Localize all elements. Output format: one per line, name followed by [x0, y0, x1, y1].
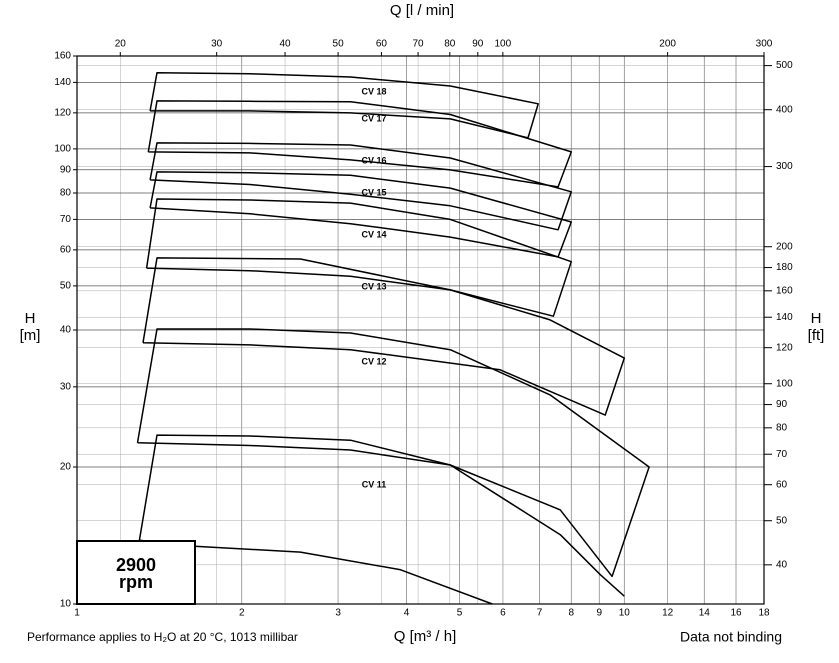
- speed-box: [76, 540, 196, 605]
- x-tick-label: 4: [404, 608, 410, 619]
- x2-tick-label: 100: [495, 39, 512, 50]
- pump-curve: [149, 171, 573, 258]
- x-tick-label: 10: [619, 608, 631, 619]
- pump-curve: [138, 434, 625, 605]
- x-tick-label: 2: [239, 608, 245, 619]
- speed-unit: rpm: [119, 572, 153, 592]
- x-tick-label: 12: [662, 608, 674, 619]
- y2-tick-label: 500: [776, 60, 793, 71]
- x2-tick-label: 30: [211, 39, 223, 50]
- y2-tick-label: 160: [776, 285, 793, 296]
- pump-curve: [149, 71, 539, 139]
- curve-label: CV 12: [361, 356, 386, 366]
- y-tick-label: 90: [60, 164, 72, 175]
- y-tick-label: 30: [60, 382, 72, 393]
- x2-tick-label: 90: [472, 39, 484, 50]
- y-tick-label: 20: [60, 462, 72, 473]
- y-axis-title: H: [25, 310, 36, 327]
- curve-label: CV 15: [361, 187, 386, 197]
- x-tick-label: 7: [537, 608, 543, 619]
- y-tick-label: 80: [60, 188, 72, 199]
- y2-tick-label: 70: [776, 449, 788, 460]
- y2-tick-label: 140: [776, 312, 793, 323]
- x2-tick-label: 40: [279, 39, 291, 50]
- x-tick-label: 9: [596, 608, 602, 619]
- pump-curve: [145, 198, 573, 317]
- x-tick-label: 18: [758, 608, 770, 619]
- y-tick-label: 60: [60, 245, 72, 256]
- y2-tick-label: 120: [776, 342, 793, 353]
- curve-label: CV 13: [361, 281, 386, 291]
- x2-tick-label: 300: [756, 39, 773, 50]
- x-tick-label: 5: [457, 608, 463, 619]
- x-tick-label: 6: [500, 608, 506, 619]
- y-tick-label: 160: [54, 51, 71, 62]
- y2-tick-label: 50: [776, 515, 788, 526]
- curve-label: CV 18: [361, 86, 386, 96]
- y2-axis-unit: [ft]: [808, 327, 825, 344]
- x2-tick-label: 200: [659, 39, 676, 50]
- x-tick-label: 8: [568, 608, 574, 619]
- x2-tick-label: 50: [333, 39, 345, 50]
- curve-label: CV 16: [361, 155, 386, 165]
- y2-tick-label: 400: [776, 104, 793, 115]
- curves: CV 18 CV 17 CV 16 CV 15 CV 14 CV 13 CV 12 CV 11: [136, 71, 650, 605]
- x-tick-label: 16: [730, 608, 742, 619]
- y2-tick-label: 60: [776, 479, 788, 490]
- x2-tick-label: 20: [115, 39, 127, 50]
- top-axis-title: Q [l / min]: [390, 2, 454, 19]
- x-tick-label: 1: [74, 608, 80, 619]
- y-tick-label: 140: [54, 77, 71, 88]
- x-tick-label: 14: [699, 608, 711, 619]
- x2-tick-label: 60: [376, 39, 388, 50]
- y2-tick-label: 80: [776, 422, 788, 433]
- y2-tick-label: 200: [776, 241, 793, 252]
- y2-tick-label: 90: [776, 399, 788, 410]
- y2-tick-label: 40: [776, 559, 788, 570]
- y-tick-label: 100: [54, 144, 71, 155]
- y2-axis-title: H: [811, 310, 822, 327]
- y-tick-label: 10: [60, 599, 72, 610]
- speed-value: 2900: [116, 555, 156, 575]
- pump-curve: [149, 142, 573, 231]
- y2-tick-label: 300: [776, 161, 793, 172]
- x-axis-title: Q [m³ / h]: [394, 628, 457, 645]
- curve-label: CV 17: [361, 113, 386, 123]
- x2-tick-label: 70: [413, 39, 425, 50]
- y2-tick-label: 180: [776, 262, 793, 273]
- y-tick-label: 70: [60, 214, 72, 225]
- y2-tick-label: 100: [776, 378, 793, 389]
- disclaimer: Data not binding: [680, 629, 782, 645]
- pump-curve: [142, 257, 626, 416]
- curve-label: CV 11: [362, 479, 387, 489]
- y-axis-unit: [m]: [20, 327, 41, 344]
- y-tick-label: 120: [54, 108, 71, 119]
- x2-tick-label: 80: [444, 39, 456, 50]
- y-tick-label: 40: [60, 325, 72, 336]
- curve-label: CV 14: [361, 229, 386, 239]
- pump-curve: [136, 328, 650, 578]
- pump-curve: [147, 100, 573, 188]
- x-tick-label: 3: [335, 608, 341, 619]
- y-tick-label: 50: [60, 281, 72, 292]
- footnote: Performance applies to H₂O at 20 °C, 101…: [27, 630, 298, 644]
